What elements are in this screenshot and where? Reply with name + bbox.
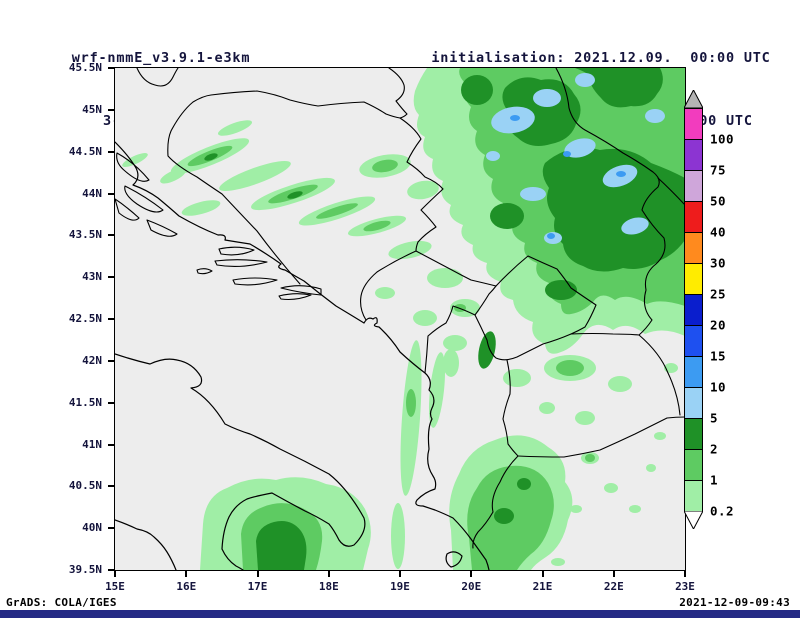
lat-tick-label: 40N <box>82 521 102 535</box>
lat-tick-label: 42.5N <box>68 312 102 325</box>
legend-band <box>684 480 703 512</box>
lon-tick-mark <box>327 570 330 577</box>
legend-band <box>684 418 703 450</box>
adriatic-east-coastline <box>114 141 490 571</box>
coastlines <box>114 141 490 571</box>
lon-tick-mark <box>185 570 188 577</box>
legend-value-label: 10 <box>710 379 727 395</box>
legend-value-label: 75 <box>710 162 727 178</box>
lat-tick-label: 39.5N <box>68 563 102 576</box>
legend-value-label: 1 <box>710 472 719 488</box>
init-time: initialisation: 2021.12.09. 00:00 UTC <box>431 50 771 66</box>
legend-value-label: 0.2 <box>710 503 735 519</box>
corfu-island <box>445 551 463 568</box>
map-svg <box>114 67 686 571</box>
lon-tick-mark <box>541 570 544 577</box>
legend-bottom-arrow <box>684 511 703 529</box>
lon-tick-label: 15E <box>105 580 125 593</box>
lat-tick-label: 41.5N <box>68 395 102 409</box>
lon-tick-label: 19E <box>390 580 410 593</box>
lat-tick-mark <box>108 359 115 362</box>
lat-tick-label: 43N <box>82 270 102 284</box>
precip-color-legend: 100 75 50 40 30 25 20 15 10 5 2 1 0.2 <box>684 90 756 536</box>
italy-west-coastline <box>114 519 177 571</box>
lat-tick-label: 41N <box>82 437 102 451</box>
lat-tick-mark <box>108 234 115 237</box>
lat-tick-mark <box>108 150 115 153</box>
lat-tick-label: 42N <box>82 353 102 367</box>
lon-tick-mark <box>114 570 116 577</box>
adriatic-islands <box>114 152 322 301</box>
lat-tick-label: 44.5N <box>68 144 102 158</box>
legend-band <box>684 449 703 481</box>
precip-shading-level-10 <box>510 115 626 239</box>
lon-tick-label: 22E <box>603 580 624 593</box>
legend-top-arrow <box>684 90 703 108</box>
model-name: wrf-nmmE_v3.9.1-e3km <box>71 50 251 66</box>
legend-value-label: 40 <box>710 224 727 240</box>
lat-tick-label: 44N <box>82 186 102 200</box>
creation-timestamp: 2021-12-09-09:43 <box>679 596 790 609</box>
legend-band <box>684 263 703 295</box>
lon-tick-mark <box>612 570 615 577</box>
lon-tick-mark <box>256 570 259 577</box>
lat-tick-label: 45.5N <box>68 61 102 74</box>
legend-band <box>684 108 703 140</box>
legend-band <box>684 139 703 171</box>
legend-value-label: 25 <box>710 286 727 302</box>
bottom-bar <box>0 610 800 618</box>
lat-tick-mark <box>108 485 115 488</box>
legend-value-label: 20 <box>710 317 727 333</box>
lat-tick-mark <box>108 443 115 446</box>
map-plot-area <box>114 67 686 571</box>
lon-tick-label: 20E <box>461 580 482 593</box>
lon-tick-mark <box>470 570 473 577</box>
lon-tick-mark <box>684 570 686 577</box>
lon-tick-label: 21E <box>532 580 553 593</box>
lat-tick-mark <box>108 108 115 111</box>
lat-tick-mark <box>108 569 115 571</box>
lat-tick-label: 40.5N <box>68 479 102 493</box>
lat-tick-mark <box>108 318 115 320</box>
lat-tick-label: 43.5N <box>68 228 102 242</box>
lon-tick-label: 18E <box>318 580 339 593</box>
legend-value-label: 15 <box>710 348 727 364</box>
legend-band <box>684 387 703 419</box>
italy-east-coastline <box>114 353 366 571</box>
lon-tick-label: 16E <box>176 580 197 593</box>
latitude-axis: 45.5N 45N 44.5N 44N 43.5N 43N 42.5N 42N 41.5N 41N… <box>0 61 115 576</box>
legend-band <box>684 356 703 388</box>
lon-tick-label: 17E <box>247 580 268 593</box>
lat-tick-mark <box>108 401 115 404</box>
lat-tick-label: 45N <box>82 102 102 116</box>
grads-credit: GrADS: COLA/IGES <box>6 596 117 609</box>
lon-tick-label: 23E <box>675 580 695 593</box>
legend-band <box>684 325 703 357</box>
legend-color-bands <box>684 108 703 512</box>
longitude-axis: 15E 16E 17E 18E 19E 20E 21E 22E 23E <box>105 570 695 606</box>
legend-band <box>684 232 703 264</box>
lat-tick-mark <box>108 192 115 195</box>
legend-top-arrow-shape <box>684 90 703 108</box>
legend-bottom-arrow-shape <box>684 511 703 529</box>
legend-value-label: 5 <box>710 410 719 426</box>
lat-tick-mark <box>108 276 115 279</box>
legend-value-label: 50 <box>710 193 727 209</box>
lat-tick-mark <box>108 67 115 69</box>
legend-band <box>684 294 703 326</box>
lat-tick-mark <box>108 527 115 530</box>
legend-band <box>684 170 703 202</box>
legend-value-label: 100 <box>710 131 735 147</box>
country-borders <box>136 67 686 549</box>
legend-band <box>684 201 703 233</box>
lon-tick-mark <box>399 570 401 577</box>
legend-value-label: 30 <box>710 255 727 271</box>
legend-value-label: 2 <box>710 441 719 457</box>
